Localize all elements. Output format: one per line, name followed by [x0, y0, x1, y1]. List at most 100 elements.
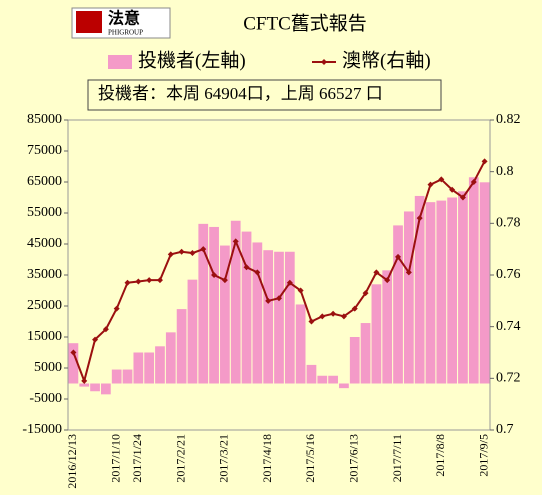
bar [382, 270, 393, 384]
chart-title: CFTC舊式報告 [243, 12, 367, 34]
y2-tick-label: 0.8 [496, 164, 514, 179]
bar [371, 284, 382, 384]
marker [189, 250, 196, 257]
x-tick-label: 2017/3/21 [217, 434, 231, 483]
y-tick-label: 5000 [34, 360, 62, 375]
marker [416, 215, 423, 222]
marker [146, 277, 153, 284]
bar [414, 195, 425, 384]
marker [276, 295, 282, 302]
marker [200, 246, 207, 253]
x-tick-label: 2017/4/18 [260, 434, 274, 483]
marker [427, 181, 434, 188]
marker [102, 326, 109, 333]
y2-tick-label: 0.72 [496, 371, 521, 386]
bar [425, 202, 436, 384]
marker [438, 176, 445, 183]
bar [90, 383, 100, 392]
bar [436, 200, 447, 384]
marker [70, 349, 77, 356]
marker [211, 272, 218, 278]
marker [178, 248, 185, 255]
x-tick-label: 2017/1/10 [108, 434, 122, 483]
bar [393, 225, 403, 384]
marker [254, 269, 261, 276]
marker [470, 179, 477, 185]
marker [362, 290, 369, 297]
x-tick-label: 2016/12/13 [65, 434, 79, 489]
bar [155, 346, 165, 384]
x-tick-label: 2017/9/5 [476, 434, 490, 477]
logo: 法意 PHIGROUP [71, 7, 171, 39]
marker [308, 318, 315, 325]
y2-tick-label: 0.74 [496, 319, 521, 334]
y-tick-label: -15000 [22, 422, 62, 437]
annotation: 投機者：本周 64904口，上周 66527 口 [98, 84, 383, 103]
y-tick-label: -5000 [29, 391, 62, 406]
y2-tick-label: 0.7 [496, 422, 514, 437]
bar [68, 343, 79, 384]
bar [403, 211, 414, 384]
bar [220, 245, 230, 384]
marker [395, 253, 402, 260]
bar [317, 375, 328, 384]
marker [449, 186, 456, 193]
bar [468, 177, 479, 384]
marker [113, 305, 120, 312]
marker [351, 305, 358, 312]
bar [230, 220, 241, 384]
marker [340, 313, 347, 320]
legend-label: 投機者(左軸) [138, 49, 246, 71]
bar [339, 383, 349, 389]
bar [209, 226, 219, 384]
bar [349, 337, 360, 384]
marker [135, 278, 142, 285]
bar [176, 309, 187, 384]
bar [306, 364, 317, 384]
y-tick-label: 85000 [27, 112, 62, 127]
marker [286, 279, 293, 286]
bar [122, 369, 133, 384]
x-tick-label: 2017/5/16 [303, 434, 317, 483]
x-tick-label: 2017/1/24 [130, 434, 144, 483]
y-tick-label: 75000 [27, 143, 62, 158]
bar [458, 191, 468, 384]
bar [187, 279, 198, 384]
x-tick-label: 2017/6/13 [346, 434, 360, 483]
x-tick-label: 2017/2/21 [173, 434, 187, 483]
bar [295, 304, 306, 384]
marker [221, 277, 228, 284]
y-tick-label: 25000 [27, 298, 62, 313]
y2-tick-label: 0.78 [496, 216, 521, 231]
marker [124, 279, 131, 286]
bar [101, 383, 111, 395]
legend-swatch [108, 55, 132, 69]
y-tick-label: 55000 [27, 205, 62, 220]
marker [459, 194, 466, 201]
bar [79, 383, 90, 387]
y-tick-label: 15000 [27, 329, 62, 344]
bar [241, 231, 252, 384]
marker [92, 336, 99, 343]
y2-tick-label: 0.82 [496, 112, 521, 127]
bar [165, 332, 176, 384]
bar [198, 223, 209, 384]
marker [330, 310, 337, 317]
logo-icon [76, 11, 102, 33]
marker [373, 269, 380, 276]
logo-name: 法意 [108, 9, 140, 28]
legend-label: 澳幣(右軸) [342, 49, 431, 71]
bar [274, 251, 284, 384]
bar [328, 375, 338, 384]
bar [447, 197, 457, 384]
x-tick-label: 2017/7/11 [390, 434, 404, 482]
marker [156, 277, 163, 284]
marker [232, 238, 239, 245]
bar [284, 251, 295, 384]
marker [319, 313, 326, 320]
marker [167, 251, 174, 258]
bar [144, 352, 155, 384]
marker [81, 377, 88, 384]
marker [405, 269, 412, 276]
